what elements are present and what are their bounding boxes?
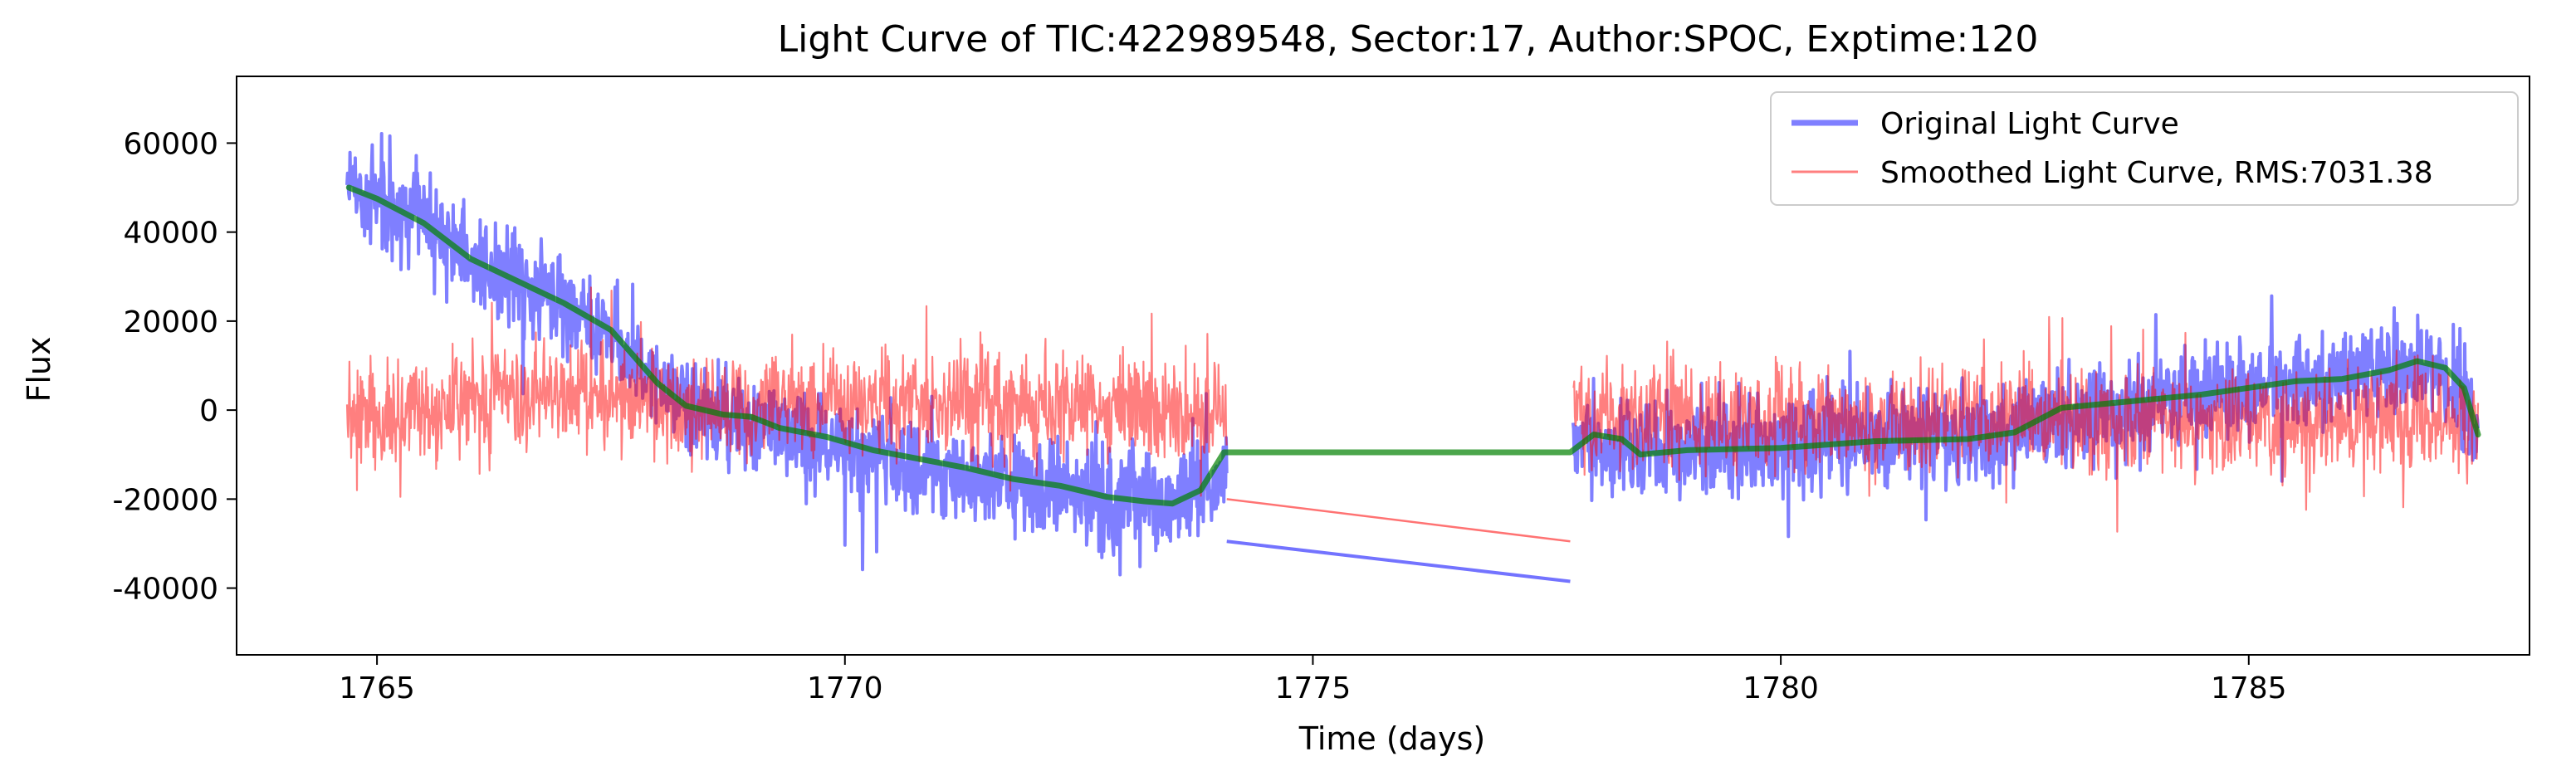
y-axis-label: Flux [21,337,57,403]
legend: Original Light Curve Smoothed Light Curv… [1770,91,2519,206]
y-axis: -40000 -20000 0 20000 40000 60000 [112,127,237,607]
legend-box [1770,91,2519,206]
x-tick-label-0: 1765 [339,671,415,705]
y-tick-label-2: 0 [199,394,218,428]
x-tick-label-2: 1775 [1275,671,1352,705]
y-tick-label-4: 40000 [123,217,218,251]
x-tick-label-4: 1785 [2211,671,2287,705]
y-tick-label-0: -40000 [112,573,218,607]
x-axis: 1765 1770 1775 1780 1785 [339,655,2287,705]
legend-label-original: Original Light Curve [1880,107,2179,141]
x-axis-label: Time (days) [1298,720,1485,757]
chart-title: Light Curve of TIC:422989548, Sector:17,… [778,18,2039,61]
smoothed-segment-1 [1572,315,2480,533]
y-tick-label-1: -20000 [112,483,218,517]
original-segment-0 [345,132,1229,577]
original-gap-line [1226,539,1571,583]
smoothed-gap-line [1226,498,1571,543]
series-layer [345,132,2481,583]
legend-label-smoothed: Smoothed Light Curve, RMS:7031.38 [1880,156,2433,190]
trend-line [345,184,2481,507]
smoothed-segment-0 [345,286,1228,498]
series-smoothed [345,286,2480,543]
y-tick-label-3: 20000 [123,305,218,339]
x-tick-label-1: 1770 [807,671,883,705]
x-tick-label-3: 1780 [1743,671,1819,705]
y-tick-label-5: 60000 [123,127,218,161]
plot-frame [236,76,2530,656]
